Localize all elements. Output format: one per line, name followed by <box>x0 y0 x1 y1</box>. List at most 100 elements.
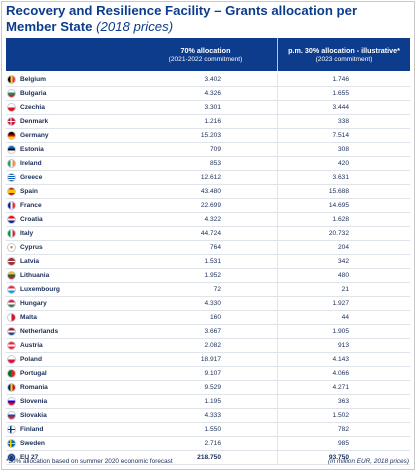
value-70-allocation: 18.917 <box>200 356 221 363</box>
hu-flag-icon <box>7 299 16 308</box>
value-70-allocation: 44.724 <box>200 230 221 237</box>
value-30-allocation: 363 <box>337 398 349 405</box>
value-70-allocation: 15.203 <box>200 132 221 139</box>
fr-flag-icon <box>7 201 16 210</box>
value-70-allocation: 12.612 <box>200 174 221 181</box>
value-30-allocation: 420 <box>337 160 349 167</box>
table-row: Spain 43.480 15.688 <box>6 185 410 199</box>
column-divider <box>277 297 278 310</box>
country-name: Romania <box>20 384 48 391</box>
column-divider <box>277 171 278 184</box>
value-70-allocation: 2.082 <box>204 342 221 349</box>
ie-flag-icon <box>7 159 16 168</box>
lt-flag-icon <box>7 271 16 280</box>
table-row: Czechia 3.301 3.444 <box>6 101 410 115</box>
value-30-allocation: 4.143 <box>332 356 349 363</box>
value-30-allocation: 20.732 <box>328 230 349 237</box>
country-name: Poland <box>20 356 42 363</box>
value-30-allocation: 3.444 <box>332 104 349 111</box>
mt-flag-icon <box>7 313 16 322</box>
country-name: Netherlands <box>20 328 59 335</box>
country-name: Italy <box>20 230 34 237</box>
table-row: Sweden 2.716 985 <box>6 437 410 451</box>
column-divider <box>277 437 278 450</box>
country-name: Czechia <box>20 104 45 111</box>
value-70-allocation: 3.402 <box>204 76 221 83</box>
bg-flag-icon <box>7 89 16 98</box>
value-70-allocation: 160 <box>209 314 221 321</box>
header-col-30: p.m. 30% allocation - illustrative* (202… <box>278 38 410 71</box>
country-name: Slovenia <box>20 398 48 405</box>
value-30-allocation: 342 <box>337 258 349 265</box>
value-70-allocation: 9.529 <box>204 384 221 391</box>
value-70-allocation: 3.667 <box>204 328 221 335</box>
header-col-30-title: p.m. 30% allocation - illustrative* <box>288 45 400 55</box>
value-70-allocation: 1.216 <box>204 118 221 125</box>
table-row: Cyprus 764 204 <box>6 241 410 255</box>
value-30-allocation: 1.927 <box>332 300 349 307</box>
pt-flag-icon <box>7 369 16 378</box>
value-70-allocation: 2.716 <box>204 440 221 447</box>
title-sub: (2018 prices) <box>96 18 174 34</box>
table-header: 70% allocation (2021-2022 commitment) p.… <box>6 38 410 71</box>
column-divider <box>277 115 278 128</box>
country-name: Sweden <box>20 440 45 447</box>
value-30-allocation: 1.628 <box>332 216 349 223</box>
table-row-total: EU 27 218.750 93.750 <box>6 451 410 465</box>
column-divider <box>277 353 278 366</box>
table-row: Hungary 4.330 1.927 <box>6 297 410 311</box>
de-flag-icon <box>7 131 16 140</box>
value-30-allocation: 21 <box>341 286 349 293</box>
value-30-allocation: 1.655 <box>332 90 349 97</box>
se-flag-icon <box>7 439 16 448</box>
country-name: Spain <box>20 188 38 195</box>
table-row: Netherlands 3.667 1.905 <box>6 325 410 339</box>
column-divider <box>277 367 278 380</box>
value-30-allocation: 913 <box>337 342 349 349</box>
value-70-allocation: 1.531 <box>204 258 221 265</box>
table-row: Greece 12.612 3.631 <box>6 171 410 185</box>
country-name: Lithuania <box>20 272 50 279</box>
value-30-allocation: 93.750 <box>328 454 349 461</box>
country-name: Estonia <box>20 146 44 153</box>
dk-flag-icon <box>7 117 16 126</box>
header-col-70-title: 70% allocation <box>180 45 231 55</box>
column-divider <box>277 395 278 408</box>
column-divider <box>277 381 278 394</box>
table-row: Luxembourg 72 21 <box>6 283 410 297</box>
value-30-allocation: 4.066 <box>332 370 349 377</box>
value-30-allocation: 1.502 <box>332 412 349 419</box>
value-30-allocation: 985 <box>337 440 349 447</box>
country-name: Finland <box>20 426 44 433</box>
sk-flag-icon <box>7 411 16 420</box>
value-30-allocation: 1.746 <box>332 76 349 83</box>
value-70-allocation: 43.480 <box>200 188 221 195</box>
lv-flag-icon <box>7 257 16 266</box>
column-divider <box>277 339 278 352</box>
column-divider <box>277 157 278 170</box>
fi-flag-icon <box>7 425 16 434</box>
value-30-allocation: 15.688 <box>328 188 349 195</box>
column-divider <box>277 213 278 226</box>
country-name: Greece <box>20 174 43 181</box>
value-70-allocation: 4.330 <box>204 300 221 307</box>
country-name: Portugal <box>20 370 47 377</box>
unit-note: (in million EUR, 2018 prices) <box>328 458 409 465</box>
country-name: EU 27 <box>20 454 39 461</box>
it-flag-icon <box>7 229 16 238</box>
value-30-allocation: 204 <box>337 244 349 251</box>
column-divider <box>277 423 278 436</box>
column-divider <box>277 409 278 422</box>
table-row: Malta 160 44 <box>6 311 410 325</box>
value-70-allocation: 1.195 <box>204 398 221 405</box>
table-row: Slovenia 1.195 363 <box>6 395 410 409</box>
column-divider <box>277 451 278 464</box>
table-row: Latvia 1.531 342 <box>6 255 410 269</box>
table-row: Germany 15.203 7.514 <box>6 129 410 143</box>
value-30-allocation: 338 <box>337 118 349 125</box>
table-row: Lithuania 1.952 480 <box>6 269 410 283</box>
value-70-allocation: 4.322 <box>204 216 221 223</box>
country-name: Croatia <box>20 216 43 223</box>
value-70-allocation: 4.333 <box>204 412 221 419</box>
table-row: Slovakia 4.333 1.502 <box>6 409 410 423</box>
